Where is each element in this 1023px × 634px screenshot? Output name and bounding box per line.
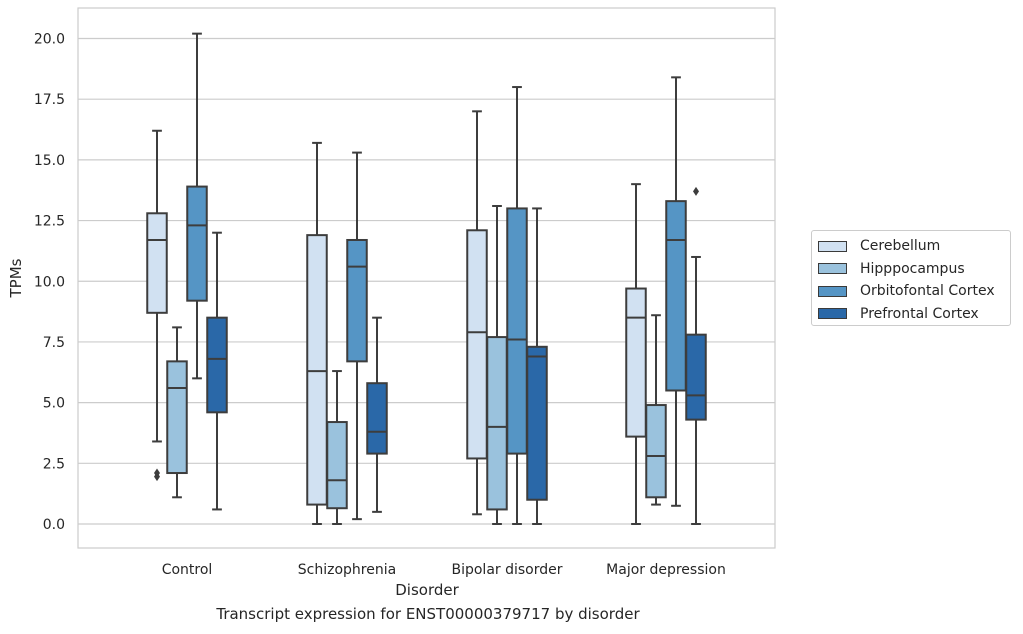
legend-item: Cerebellum <box>818 235 1010 258</box>
box-hipppocampus <box>486 204 508 525</box>
outlier-point <box>154 468 160 478</box>
x-tick-label: Major depression <box>606 562 726 578</box>
box-orbitofontal-cortex <box>346 151 368 521</box>
box-hipppocampus <box>645 314 667 506</box>
y-tick-label: 20.0 <box>34 32 65 48</box>
legend-swatch <box>818 263 847 275</box>
y-tick-label: 2.5 <box>43 456 65 472</box>
x-tick-label: Bipolar disorder <box>451 562 562 578</box>
box-prefrontal-cortex <box>685 186 707 525</box>
box-hipppocampus <box>166 326 188 499</box>
legend-label: Hipppocampus <box>860 260 965 277</box>
box-body <box>506 207 528 455</box>
box-body <box>665 200 687 392</box>
outlier-point <box>693 186 699 196</box>
legend-item: Orbitofontal Cortex <box>818 280 1010 303</box>
y-axis-tick-labels: 0.0 2.5 5.0 7.5 10.0 12.5 15.0 17.5 20.0 <box>34 32 65 534</box>
box-body <box>186 185 208 302</box>
legend-item: Prefrontal Cortex <box>818 303 1010 326</box>
box-prefrontal-cortex <box>206 231 228 511</box>
box-orbitofontal-cortex <box>665 76 687 507</box>
box-prefrontal-cortex <box>366 316 388 513</box>
legend-swatch <box>818 285 847 297</box>
box-body <box>645 404 667 499</box>
box-cerebellum <box>625 183 647 525</box>
y-tick-label: 17.5 <box>34 92 65 108</box>
legend-label: Orbitofontal Cortex <box>860 283 995 300</box>
y-tick-label: 10.0 <box>34 274 65 290</box>
legend-swatch <box>818 308 847 320</box>
x-axis-tick-labels: Control Schizophrenia Bipolar disorder Majo… <box>162 562 726 578</box>
legend: Cerebellum Hipppocampus Orbitofontal Corte… <box>811 230 1011 326</box>
box-orbitofontal-cortex <box>186 32 208 380</box>
x-tick-label: Control <box>162 562 213 578</box>
box-body <box>346 238 368 363</box>
box-body <box>166 360 188 475</box>
legend-label: Prefrontal Cortex <box>860 305 979 322</box>
box-body <box>306 234 328 506</box>
box-cerebellum <box>306 141 328 525</box>
y-tick-label: 15.0 <box>34 153 65 169</box>
box-body <box>526 345 548 501</box>
box-body <box>366 382 388 455</box>
box-body <box>685 333 707 421</box>
y-tick-label: 7.5 <box>43 335 65 351</box>
box-body <box>206 316 228 414</box>
box-body <box>486 336 508 511</box>
y-tick-label: 12.5 <box>34 214 65 230</box>
x-axis-label: Disorder <box>395 581 459 599</box>
y-tick-label: 5.0 <box>43 396 65 412</box>
box-cerebellum <box>466 110 488 516</box>
plot-area-frame <box>77 7 776 549</box>
box-body <box>326 421 348 510</box>
box-prefrontal-cortex <box>526 207 548 525</box>
box-hipppocampus <box>326 370 348 525</box>
y-tick-label: 0.0 <box>43 517 65 533</box>
legend-swatch <box>818 240 847 252</box>
box-series-layer <box>146 32 707 525</box>
legend-item: Hipppocampus <box>818 258 1010 281</box>
box-body <box>146 212 168 314</box>
chart-caption: Transcript expression for ENST0000037971… <box>216 605 640 623</box>
box-body <box>625 287 647 438</box>
x-tick-label: Schizophrenia <box>298 562 396 578</box>
legend-label: Cerebellum <box>860 238 941 255</box>
y-axis-label: TPMs <box>7 258 25 298</box>
box-orbitofontal-cortex <box>506 86 528 525</box>
box-cerebellum <box>146 129 168 482</box>
box-body <box>466 229 488 460</box>
